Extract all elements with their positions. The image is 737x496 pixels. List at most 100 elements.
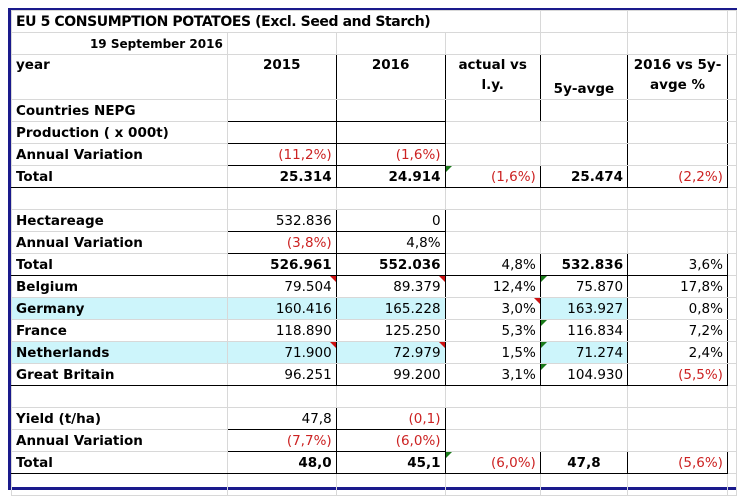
value-2015[interactable]: 118.890 [226,319,337,342]
value-2016[interactable]: 45,1 [335,451,446,474]
cell[interactable] [444,187,541,210]
cell[interactable] [726,297,737,320]
cell[interactable] [335,121,446,144]
value-actual-vs-ly[interactable]: 4,8% [444,253,541,276]
cell[interactable] [539,385,629,408]
value-actual-vs-ly[interactable]: 3,1% [444,363,541,386]
hectareage-label[interactable]: Hectareage [11,209,228,232]
value-2016[interactable]: (0,1) [335,407,446,430]
cell[interactable] [726,143,737,166]
cell[interactable] [726,385,737,408]
value-5y-avge[interactable]: 47,8 [539,451,629,474]
cell[interactable] [627,99,728,122]
value-5y-avge[interactable]: 75.870 [539,275,629,298]
cell[interactable] [226,187,337,210]
cell[interactable] [226,99,337,122]
row-label[interactable]: Annual Variation [11,231,228,254]
cell[interactable] [627,10,728,33]
value-2016[interactable]: 4,8% [335,231,446,254]
cell[interactable] [627,32,728,55]
value-2016[interactable]: 72.979 [335,341,446,364]
cell[interactable] [726,319,737,342]
value-5y-avge[interactable]: 104.930 [539,363,629,386]
cell[interactable] [726,10,737,33]
cell[interactable] [726,363,737,386]
cell[interactable] [726,209,737,232]
row-label[interactable]: Annual Variation [11,143,228,166]
value-vs-5y-pct[interactable]: 17,8% [627,275,728,298]
value-vs-5y-pct[interactable]: (2,2%) [627,165,728,188]
cell[interactable] [627,143,728,166]
country-label[interactable]: France [11,319,228,342]
value-actual-vs-ly[interactable]: 12,4% [444,275,541,298]
cell[interactable] [539,10,629,33]
cell[interactable] [726,253,737,276]
cell[interactable] [11,385,228,408]
cell[interactable] [335,473,446,496]
cell[interactable] [627,473,728,496]
cell[interactable] [444,473,541,496]
row-label[interactable]: Total [11,253,228,276]
value-vs-5y-pct[interactable]: 2,4% [627,341,728,364]
cell[interactable] [726,99,737,122]
cell[interactable] [444,231,541,254]
cell[interactable] [539,473,629,496]
value-2015[interactable]: (3,8%) [226,231,337,254]
cell[interactable] [726,231,737,254]
cell[interactable] [726,429,737,452]
row-label[interactable]: Annual Variation [11,429,228,452]
cell[interactable] [627,209,728,232]
cell[interactable] [726,165,737,188]
cell[interactable] [539,143,629,166]
country-label[interactable]: Belgium [11,275,228,298]
cell[interactable] [726,187,737,210]
value-actual-vs-ly[interactable]: (1,6%) [444,165,541,188]
value-2015[interactable]: 526.961 [226,253,337,276]
value-2015[interactable]: 96.251 [226,363,337,386]
cell[interactable] [726,341,737,364]
cell[interactable] [627,121,728,144]
cell[interactable] [539,32,629,55]
header-2015[interactable]: 2015 [226,54,337,100]
cell[interactable] [335,187,446,210]
cell[interactable] [11,473,228,496]
country-label[interactable]: Netherlands [11,341,228,364]
cell[interactable] [539,407,629,430]
cell[interactable] [627,429,728,452]
cell[interactable] [444,209,541,232]
cell[interactable] [226,385,337,408]
production-label[interactable]: Production ( x 000t) [11,121,228,144]
cell[interactable] [335,32,446,55]
cell[interactable] [226,121,337,144]
value-2015[interactable]: 48,0 [226,451,337,474]
cell[interactable] [335,385,446,408]
value-2015[interactable]: (11,2%) [226,143,337,166]
cell[interactable] [444,407,541,430]
cell[interactable] [11,187,228,210]
report-date[interactable]: 19 September 2016 [11,32,228,55]
cell[interactable] [444,10,541,33]
cell[interactable] [444,32,541,55]
header-5y-avge[interactable]: 5y-avge [539,54,629,100]
cell[interactable] [726,54,737,100]
cell[interactable] [444,99,541,122]
cell[interactable] [444,429,541,452]
cell[interactable] [226,473,337,496]
country-label[interactable]: Germany [11,297,228,320]
value-2016[interactable]: 89.379 [335,275,446,298]
value-2015[interactable]: (7,7%) [226,429,337,452]
value-2015[interactable]: 532.836 [226,209,337,232]
value-2015[interactable]: 79.504 [226,275,337,298]
value-5y-avge[interactable]: 71.274 [539,341,629,364]
cell[interactable] [444,143,541,166]
value-vs-5y-pct[interactable]: 0,8% [627,297,728,320]
cell[interactable] [726,121,737,144]
value-2016[interactable]: 165.228 [335,297,446,320]
value-2016[interactable]: (1,6%) [335,143,446,166]
cell[interactable] [726,275,737,298]
value-actual-vs-ly[interactable]: 5,3% [444,319,541,342]
value-2015[interactable]: 25.314 [226,165,337,188]
sheet-title[interactable]: EU 5 CONSUMPTION POTATOES (Excl. Seed an… [11,10,446,33]
value-5y-avge[interactable]: 163.927 [539,297,629,320]
value-actual-vs-ly[interactable]: 3,0% [444,297,541,320]
